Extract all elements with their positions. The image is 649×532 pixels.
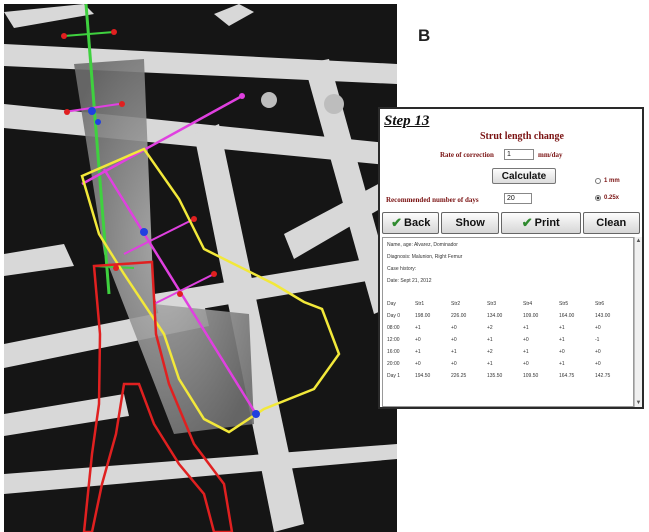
table-cell: 226.00 xyxy=(451,313,467,319)
table-cell: 109.50 xyxy=(523,373,539,379)
table-cell: +0 xyxy=(451,361,457,367)
table-cell: +1 xyxy=(523,325,529,331)
patient-name: Name, age: Alvarez, Dominador xyxy=(387,242,458,248)
table-cell: 16:00 xyxy=(387,349,400,355)
table-cell: +0 xyxy=(523,337,529,343)
table-cell: 164.75 xyxy=(559,373,575,379)
table-cell: +0 xyxy=(415,337,421,343)
show-button[interactable]: Show xyxy=(441,212,499,234)
report-scrollbar[interactable]: ▲ ▼ xyxy=(634,237,642,407)
table-cell: 109.00 xyxy=(523,313,539,319)
table-cell: +1 xyxy=(559,361,565,367)
col-header: Str1 xyxy=(415,301,425,307)
table-cell: +2 xyxy=(487,325,493,331)
table-cell: +0 xyxy=(415,361,421,367)
table-cell: 12:00 xyxy=(387,337,400,343)
report-date: Date: Sept 21, 2012 xyxy=(387,278,432,284)
table-cell: 08:00 xyxy=(387,325,400,331)
col-header: Str3 xyxy=(487,301,497,307)
table-cell: 194.50 xyxy=(415,373,431,379)
table-cell: -1 xyxy=(595,337,600,343)
table-cell: +1 xyxy=(523,349,529,355)
table-row: 16:00 +1 +1 +2 +1 +0 +0 xyxy=(387,346,631,358)
col-header: Str4 xyxy=(523,301,533,307)
table-cell: Day 0 xyxy=(387,313,401,319)
red-bone-outline xyxy=(82,260,234,532)
scroll-up-icon[interactable]: ▲ xyxy=(635,238,642,244)
axis-markers xyxy=(61,29,260,418)
days-input[interactable]: 20 xyxy=(504,193,532,204)
table-cell: +1 xyxy=(415,349,421,355)
table-cell: 142.75 xyxy=(595,373,611,379)
table-header-row: Day Str1 Str2 Str3 Str4 Str5 Str6 xyxy=(387,298,631,310)
radio-dot-selected xyxy=(595,195,601,201)
table-cell: +1 xyxy=(415,325,421,331)
rate-unit: mm/day xyxy=(538,151,563,159)
table-cell: +0 xyxy=(595,349,601,355)
report-area[interactable]: Name, age: Alvarez, Dominador Diagnosis:… xyxy=(382,237,634,407)
col-header: Str6 xyxy=(595,301,605,307)
col-header: Day xyxy=(387,301,396,307)
check-icon: ✔ xyxy=(521,215,533,230)
table-cell: +1 xyxy=(487,337,493,343)
scroll-down-icon[interactable]: ▼ xyxy=(635,400,642,406)
table-row: 20:00 +0 +0 +1 +0 +1 +0 xyxy=(387,358,631,370)
yellow-bone-outline xyxy=(80,147,341,434)
table-row: Day 1 194.50 226.25 135.50 109.50 164.75… xyxy=(387,370,631,382)
back-button[interactable]: ✔ Back xyxy=(382,212,440,234)
table-row: 12:00 +0 +0 +1 +0 +1 -1 xyxy=(387,334,631,346)
check-icon: ✔ xyxy=(391,215,403,230)
case-history: Case history: xyxy=(387,266,417,272)
strut-calculator-window: Step 13 Strut length change Rate of corr… xyxy=(378,107,644,409)
table-cell: +0 xyxy=(523,361,529,367)
table-cell: +0 xyxy=(559,349,565,355)
table-cell: +1 xyxy=(487,361,493,367)
table-cell: +0 xyxy=(451,337,457,343)
section-heading: Strut length change xyxy=(480,131,564,142)
action-buttons: ✔ Back Show ✔ Print Clean xyxy=(382,212,640,234)
strut-schedule-table: Day Str1 Str2 Str3 Str4 Str5 Str6 Day 0 … xyxy=(387,298,631,382)
table-row: 08:00 +1 +0 +2 +1 +1 +0 xyxy=(387,322,631,334)
table-cell: +1 xyxy=(559,337,565,343)
rate-label: Rate of correction xyxy=(440,151,494,159)
col-header: Str2 xyxy=(451,301,461,307)
table-cell: 135.50 xyxy=(487,373,503,379)
panel-label-b: B xyxy=(410,22,439,50)
col-header: Str5 xyxy=(559,301,569,307)
calculate-button[interactable]: Calculate xyxy=(492,168,556,184)
table-cell: 198.00 xyxy=(415,313,431,319)
xray-image xyxy=(4,4,397,532)
days-label: Recommended number of days xyxy=(386,196,479,204)
radio-dot xyxy=(595,178,601,184)
radio-025[interactable]: 0.25x xyxy=(595,195,619,201)
table-cell: 20:00 xyxy=(387,361,400,367)
table-cell: 134.00 xyxy=(487,313,503,319)
table-cell: 164.00 xyxy=(559,313,575,319)
table-cell: Day 1 xyxy=(387,373,401,379)
radio-1mm[interactable]: 1 mm xyxy=(595,178,620,184)
rate-input[interactable]: 1 xyxy=(504,149,534,160)
magenta-axis-upper xyxy=(81,94,243,186)
table-cell: +2 xyxy=(487,349,493,355)
table-cell: +1 xyxy=(559,325,565,331)
table-cell: +1 xyxy=(451,349,457,355)
clean-button[interactable]: Clean xyxy=(582,212,640,234)
table-cell: 143.00 xyxy=(595,313,611,319)
table-row: Day 0 198.00 226.00 134.00 109.00 164.00… xyxy=(387,310,631,322)
print-button[interactable]: ✔ Print xyxy=(500,212,581,234)
diagnosis: Diagnosis: Malunion, Right Femur xyxy=(387,254,463,260)
step-title: Step 13 xyxy=(384,113,430,129)
table-cell: 226.25 xyxy=(451,373,467,379)
table-cell: +0 xyxy=(595,325,601,331)
table-cell: +0 xyxy=(595,361,601,367)
table-cell: +0 xyxy=(451,325,457,331)
